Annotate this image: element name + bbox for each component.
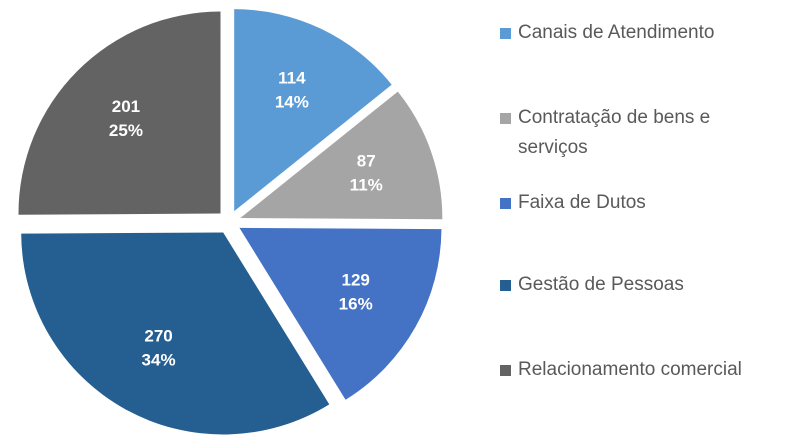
percent-label: 25%	[109, 121, 143, 140]
legend-label: Faixa de Dutos	[518, 192, 646, 213]
legend-item: Contratação de bens e serviços	[500, 103, 800, 163]
pie-slice	[239, 227, 442, 400]
percent-label: 16%	[339, 295, 373, 314]
value-label: 129	[342, 271, 370, 290]
percent-label: 14%	[275, 92, 309, 111]
legend-label: Relacionamento comercial	[518, 359, 742, 380]
value-label: 270	[144, 327, 172, 346]
value-label: 201	[112, 97, 140, 116]
pie-slice	[18, 11, 221, 215]
pie-slice	[21, 232, 330, 435]
percent-label: 11%	[350, 176, 383, 195]
legend-item: Faixa de Dutos	[500, 188, 800, 218]
pie-slice	[234, 9, 392, 212]
value-label: 87	[357, 152, 376, 171]
legend-label: Gestão de Pessoas	[518, 274, 684, 295]
legend-swatch	[500, 198, 511, 209]
legend-swatch	[500, 28, 511, 39]
legend-swatch	[500, 280, 511, 291]
legend-item: Canais de Atendimento	[500, 18, 800, 48]
pie-slice	[240, 91, 443, 220]
legend-swatch	[500, 365, 511, 376]
legend-swatch	[500, 113, 511, 124]
legend-label: Canais de Atendimento	[518, 22, 715, 43]
value-label: 114	[278, 68, 306, 87]
percent-label: 34%	[142, 351, 176, 370]
legend-item: Relacionamento comercial	[500, 355, 800, 385]
legend-label: Contratação de bens e serviços	[518, 107, 711, 158]
legend-item: Gestão de Pessoas	[500, 270, 800, 300]
